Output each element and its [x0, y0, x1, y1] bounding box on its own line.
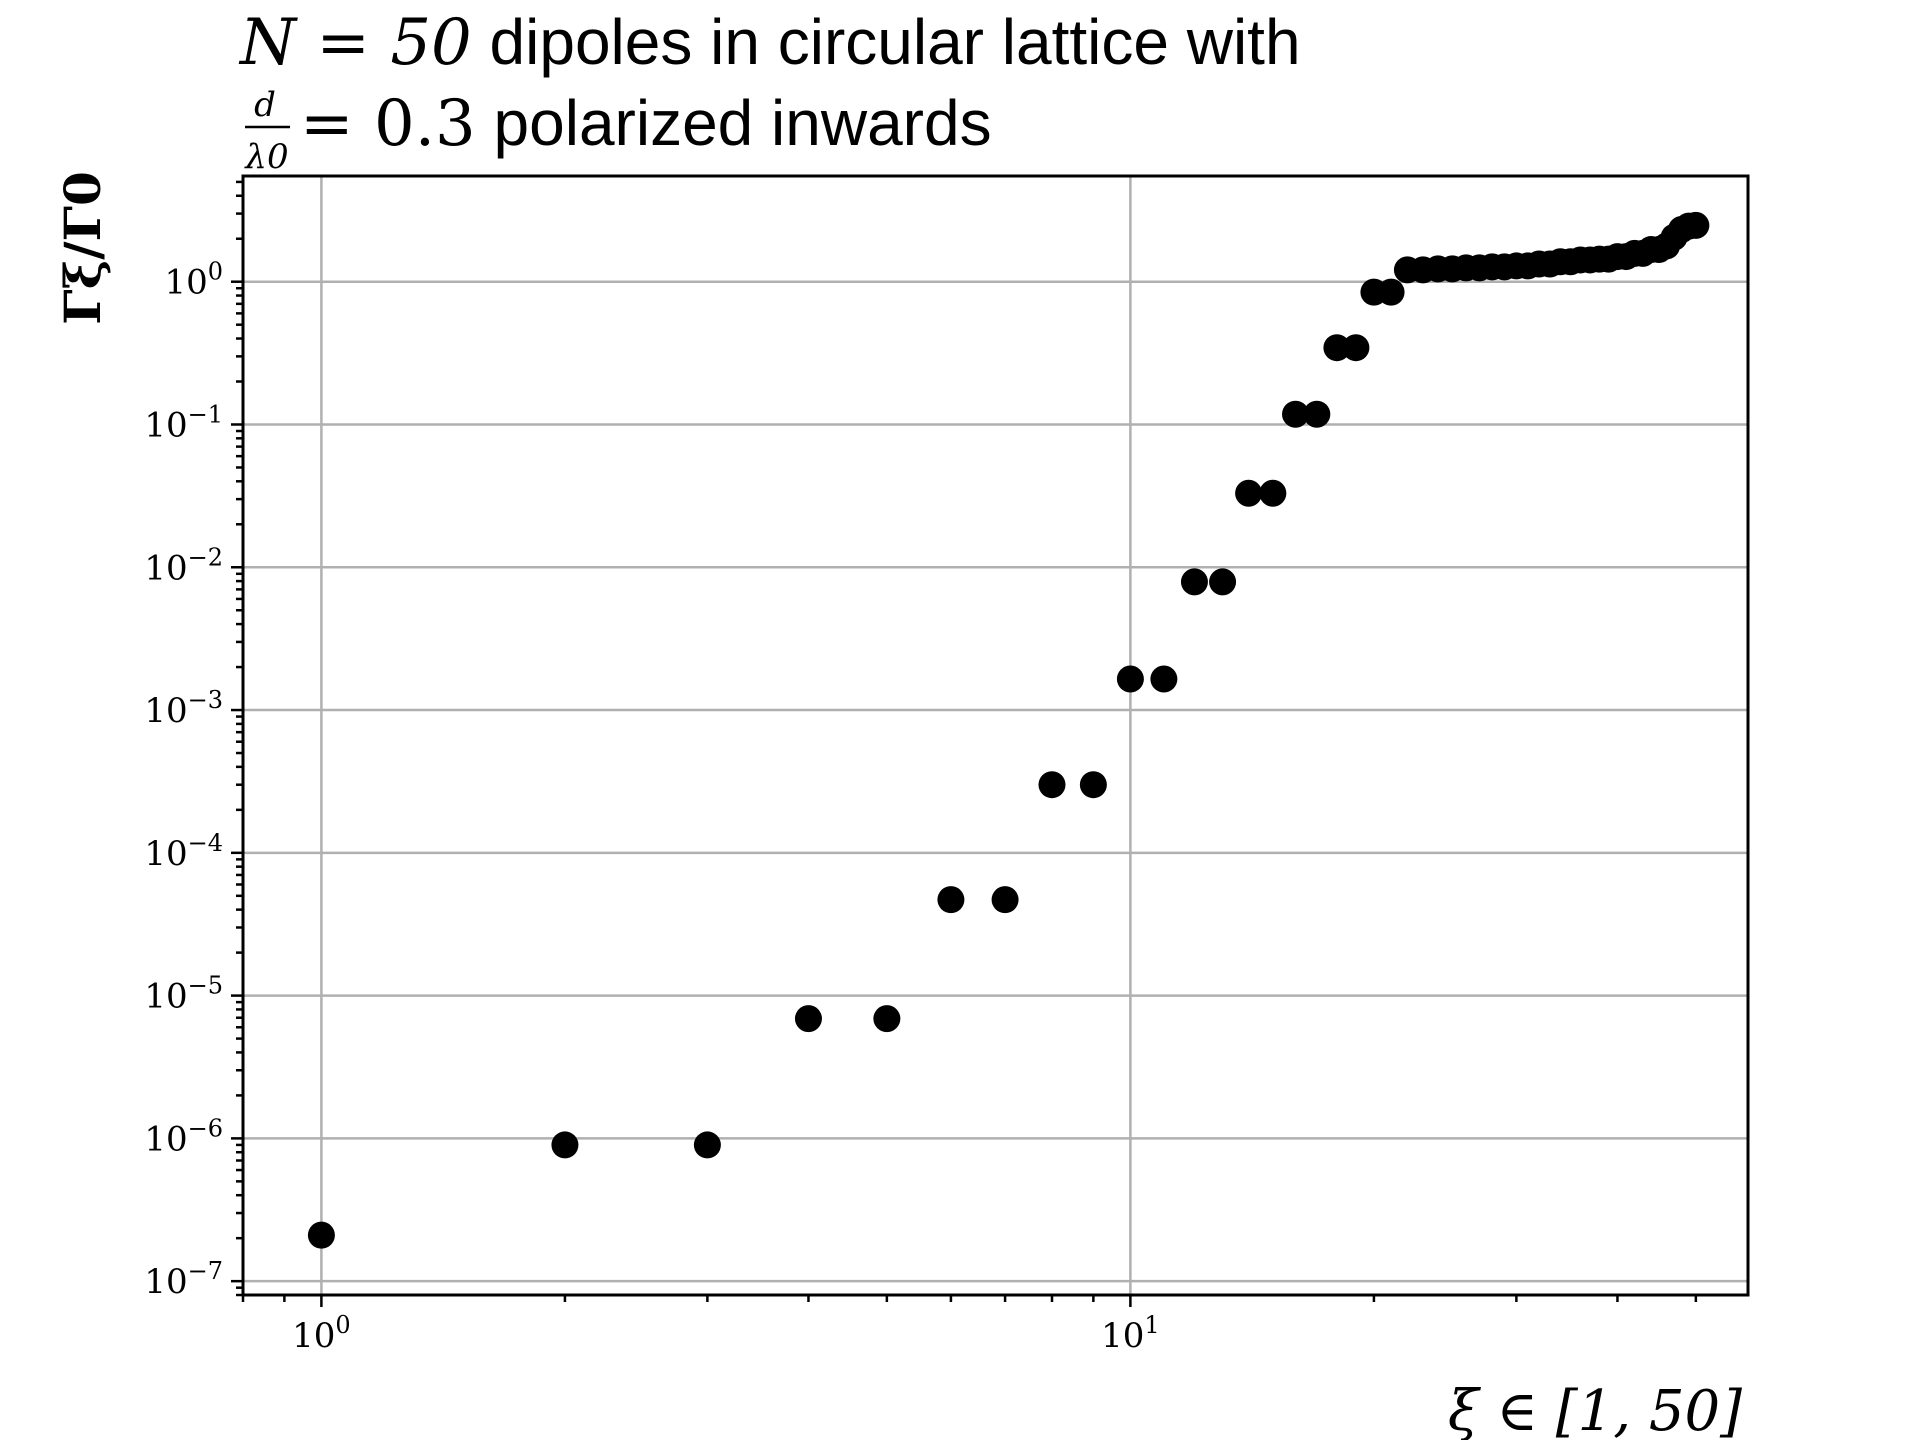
- svg-text:= 0.3 polarized inwards: = 0.3 polarized inwards: [300, 87, 992, 161]
- title-fraction-numerator: d: [254, 85, 276, 125]
- data-point: [937, 886, 965, 914]
- major-ticks: [231, 280, 1132, 1307]
- title-math-n: N = 50: [238, 6, 472, 80]
- data-point: [1282, 400, 1310, 428]
- plot-frame: [241, 174, 1750, 1297]
- y-tick-label: 10−7: [144, 1257, 223, 1302]
- data-point: [794, 1005, 822, 1033]
- y-tick-label: 10−6: [144, 1114, 223, 1159]
- y-tick-label: 10−1: [144, 400, 223, 445]
- data-point: [991, 886, 1019, 914]
- data-point: [1209, 568, 1237, 596]
- chart-title-line-2: d λ0 = 0.3 polarized inwards: [243, 85, 991, 177]
- data-point: [1682, 211, 1710, 239]
- y-tick-label: 10−2: [144, 543, 223, 588]
- y-tick-label: 100: [164, 258, 223, 303]
- data-point: [1323, 334, 1351, 362]
- data-point: [1150, 665, 1178, 693]
- title-math-rest: = 0.3: [300, 87, 476, 161]
- chart-title-line-1: N = 50 dipoles in circular lattice with: [238, 6, 1301, 80]
- x-axis-label: ξ ∈ [1, 50]: [1448, 1379, 1742, 1440]
- minor-ticks: [236, 180, 1698, 1302]
- title-text-1: dipoles in circular lattice with: [472, 6, 1301, 78]
- y-tick-label: 10−3: [144, 686, 223, 731]
- y-tick-label: 10−4: [144, 829, 223, 874]
- data-point: [1342, 334, 1370, 362]
- grid-lines: [243, 176, 1748, 1295]
- data-point: [1377, 278, 1405, 306]
- title-fraction-denominator: λ0: [243, 137, 288, 177]
- data-point: [1180, 568, 1208, 596]
- data-point: [1303, 400, 1331, 428]
- data-point: [1116, 665, 1144, 693]
- y-axis-label: Γξ/Γ0: [53, 171, 112, 325]
- tick-labels: 100 101 100 10−1 10−2 10−3 10−4 10−5 10−6 10−7: [144, 258, 1159, 1356]
- x-tick-label: 100: [292, 1311, 351, 1356]
- y-tick-label: 10−5: [144, 972, 223, 1017]
- data-point: [1259, 479, 1287, 507]
- data-point: [873, 1005, 901, 1033]
- data-point: [693, 1131, 721, 1159]
- title-text-2: polarized inwards: [476, 87, 992, 159]
- data-point: [1235, 479, 1263, 507]
- data-point: [1079, 771, 1107, 799]
- x-tick-label: 101: [1101, 1311, 1160, 1356]
- data-point: [307, 1221, 335, 1249]
- data-point: [1038, 771, 1066, 799]
- data-points: [307, 211, 1710, 1249]
- data-point: [551, 1131, 579, 1159]
